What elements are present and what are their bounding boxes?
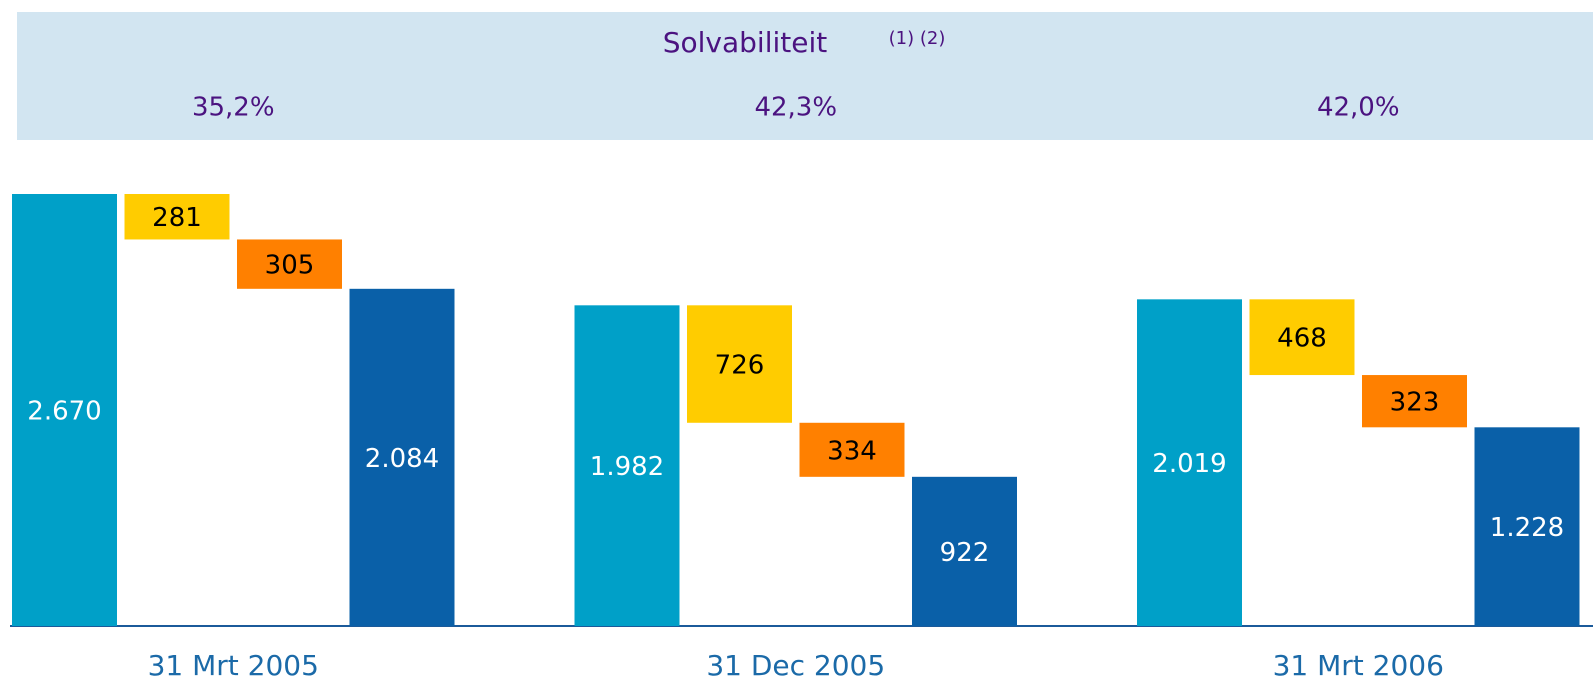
- bar: [124, 194, 230, 240]
- bar: [574, 305, 680, 626]
- value-label: 281: [152, 203, 202, 233]
- bar: [12, 194, 117, 626]
- ratio-label: 35,2%: [192, 93, 275, 123]
- ratio-label: 42,0%: [1317, 93, 1400, 123]
- value-label: 922: [940, 538, 990, 568]
- value-label: 726: [715, 351, 765, 381]
- bar: [1474, 427, 1580, 626]
- bar: [1249, 299, 1355, 376]
- value-label: 334: [827, 436, 877, 466]
- header-band: [17, 12, 1593, 140]
- x-tick-label: 31 Mrt 2006: [1273, 649, 1444, 682]
- ratio-label: 42,3%: [754, 93, 837, 123]
- value-label: 1.228: [1490, 513, 1564, 543]
- value-label: 305: [265, 251, 315, 281]
- bar: [799, 422, 905, 477]
- chart-title: Solvabiliteit: [663, 26, 828, 59]
- value-label: 2.019: [1152, 449, 1226, 479]
- value-label: 1.982: [590, 452, 664, 482]
- bar: [1137, 299, 1242, 626]
- bar: [1362, 375, 1467, 428]
- value-label: 323: [1390, 388, 1440, 418]
- title-note: (1) (2): [889, 28, 946, 49]
- x-tick-label: 31 Dec 2005: [706, 649, 885, 682]
- bar: [237, 239, 342, 289]
- value-label: 2.670: [27, 397, 101, 427]
- bar: [349, 288, 455, 626]
- bar: [687, 305, 792, 423]
- value-label: 468: [1277, 324, 1327, 354]
- x-tick-label: 31 Mrt 2005: [148, 649, 319, 682]
- value-label: 2.084: [365, 444, 439, 474]
- bar: [912, 476, 1017, 626]
